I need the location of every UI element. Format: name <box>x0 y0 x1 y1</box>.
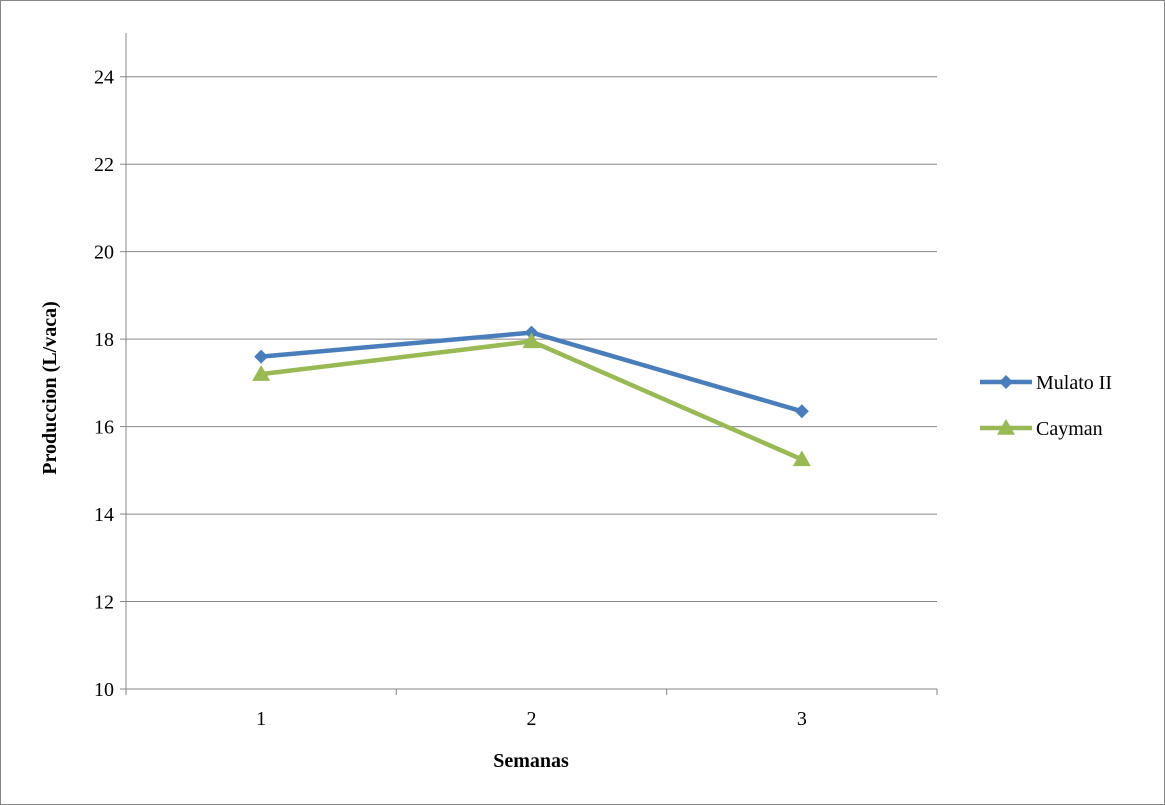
x-axis-title: Semanas <box>493 750 569 772</box>
y-tick-label: 18 <box>94 329 114 351</box>
series-line <box>260 339 803 462</box>
y-tick-label: 20 <box>94 242 114 264</box>
y-tick-label: 10 <box>94 679 114 701</box>
x-tick-label: 3 <box>797 708 807 730</box>
legend-label: Cayman <box>1036 418 1103 440</box>
axes <box>120 33 938 695</box>
data-point <box>254 349 269 364</box>
y-axis-title: Produccion (L/vaca) <box>39 301 61 475</box>
gridlines <box>126 76 937 603</box>
y-tick-label: 14 <box>94 504 114 526</box>
data-point <box>522 332 541 349</box>
data-point <box>794 404 809 419</box>
y-tick-label: 24 <box>94 67 114 89</box>
y-tick-label: 12 <box>94 592 114 614</box>
data-point <box>252 365 271 381</box>
y-tick-label: 22 <box>94 154 114 176</box>
series-2 <box>252 332 811 467</box>
y-tick-label: 16 <box>94 417 114 439</box>
series-group <box>252 325 811 467</box>
legend-entry: Cayman <box>980 418 1103 440</box>
x-tick-label: 1 <box>256 708 266 730</box>
legend: Mulato II Cayman <box>980 372 1112 440</box>
data-point <box>792 450 811 467</box>
legend-label: Mulato II <box>1036 372 1112 394</box>
legend-marker <box>997 419 1015 435</box>
x-tick-labels: 1 2 3 <box>256 708 807 730</box>
legend-entry: Mulato II <box>980 372 1112 394</box>
y-tick-labels: 10 12 14 16 18 20 22 24 <box>94 67 114 701</box>
x-tick-label: 2 <box>527 708 537 730</box>
legend-marker <box>999 375 1013 389</box>
